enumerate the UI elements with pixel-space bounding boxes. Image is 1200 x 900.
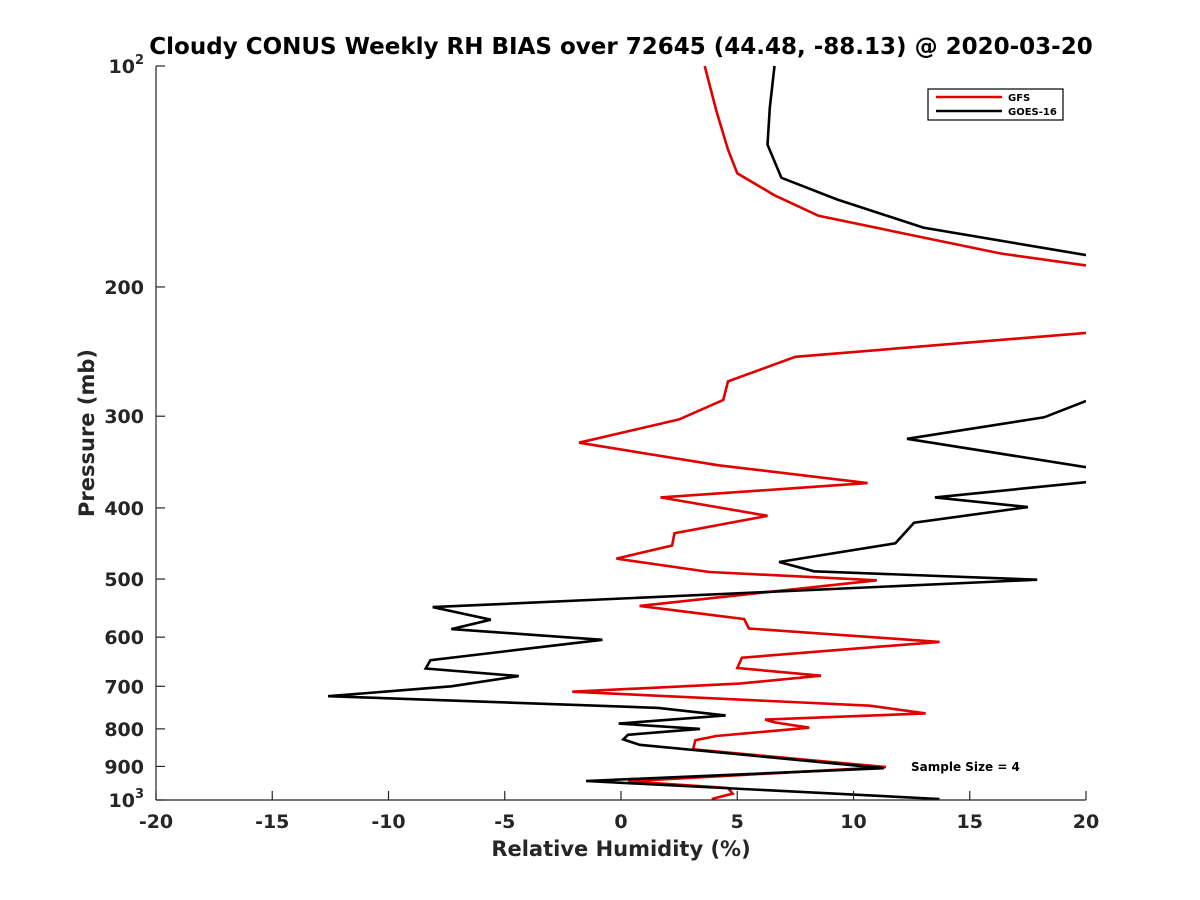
y-tick-label: 300 xyxy=(104,406,144,428)
sample-size-annotation: Sample Size = 4 xyxy=(911,760,1020,774)
y-tick-label: 200 xyxy=(104,277,144,299)
x-tick-label: -5 xyxy=(494,811,515,833)
x-tick-label: 20 xyxy=(1073,811,1099,833)
x-tick-label: -15 xyxy=(255,811,289,833)
series-line-goes-16 xyxy=(327,480,1086,801)
legend-label-gfs: GFS xyxy=(1008,93,1030,104)
series-layer xyxy=(327,65,1086,801)
axes-layer: -20 -15 -10 -5 0 5 10 15 20 102 200 300 400 500 600 700… xyxy=(104,53,1099,833)
y-tick-label: 600 xyxy=(104,627,144,649)
x-axis-label: Relative Humidity (%) xyxy=(491,837,750,861)
legend: GFS GOES-16 xyxy=(927,88,1064,121)
x-tick-label: 10 xyxy=(840,811,866,833)
y-tick-label: 700 xyxy=(104,676,144,698)
legend-label-goes-16: GOES-16 xyxy=(1008,107,1057,118)
y-tick-label: 800 xyxy=(104,719,144,741)
legend-box xyxy=(927,88,1064,121)
series-line-goes-16 xyxy=(766,65,1086,257)
y-tick-label: 400 xyxy=(104,498,144,520)
y-tick-label: 900 xyxy=(104,756,144,778)
x-tick-label: -20 xyxy=(139,811,173,833)
x-tick-label: 5 xyxy=(731,811,744,833)
x-tick-label: -10 xyxy=(371,811,405,833)
series-line-gfs xyxy=(703,65,1086,267)
chart-title: Cloudy CONUS Weekly RH BIAS over 72645 (… xyxy=(149,34,1092,60)
y-tick-label: 500 xyxy=(104,569,144,591)
series-line-gfs xyxy=(572,331,1086,801)
y-axis-label: Pressure (mb) xyxy=(75,349,99,517)
y-tick-label: 103 xyxy=(109,787,145,812)
y-tick-label: 102 xyxy=(109,53,145,78)
x-tick-label: 15 xyxy=(957,811,983,833)
x-tick-label: 0 xyxy=(614,811,627,833)
series-line-goes-16 xyxy=(906,399,1086,469)
